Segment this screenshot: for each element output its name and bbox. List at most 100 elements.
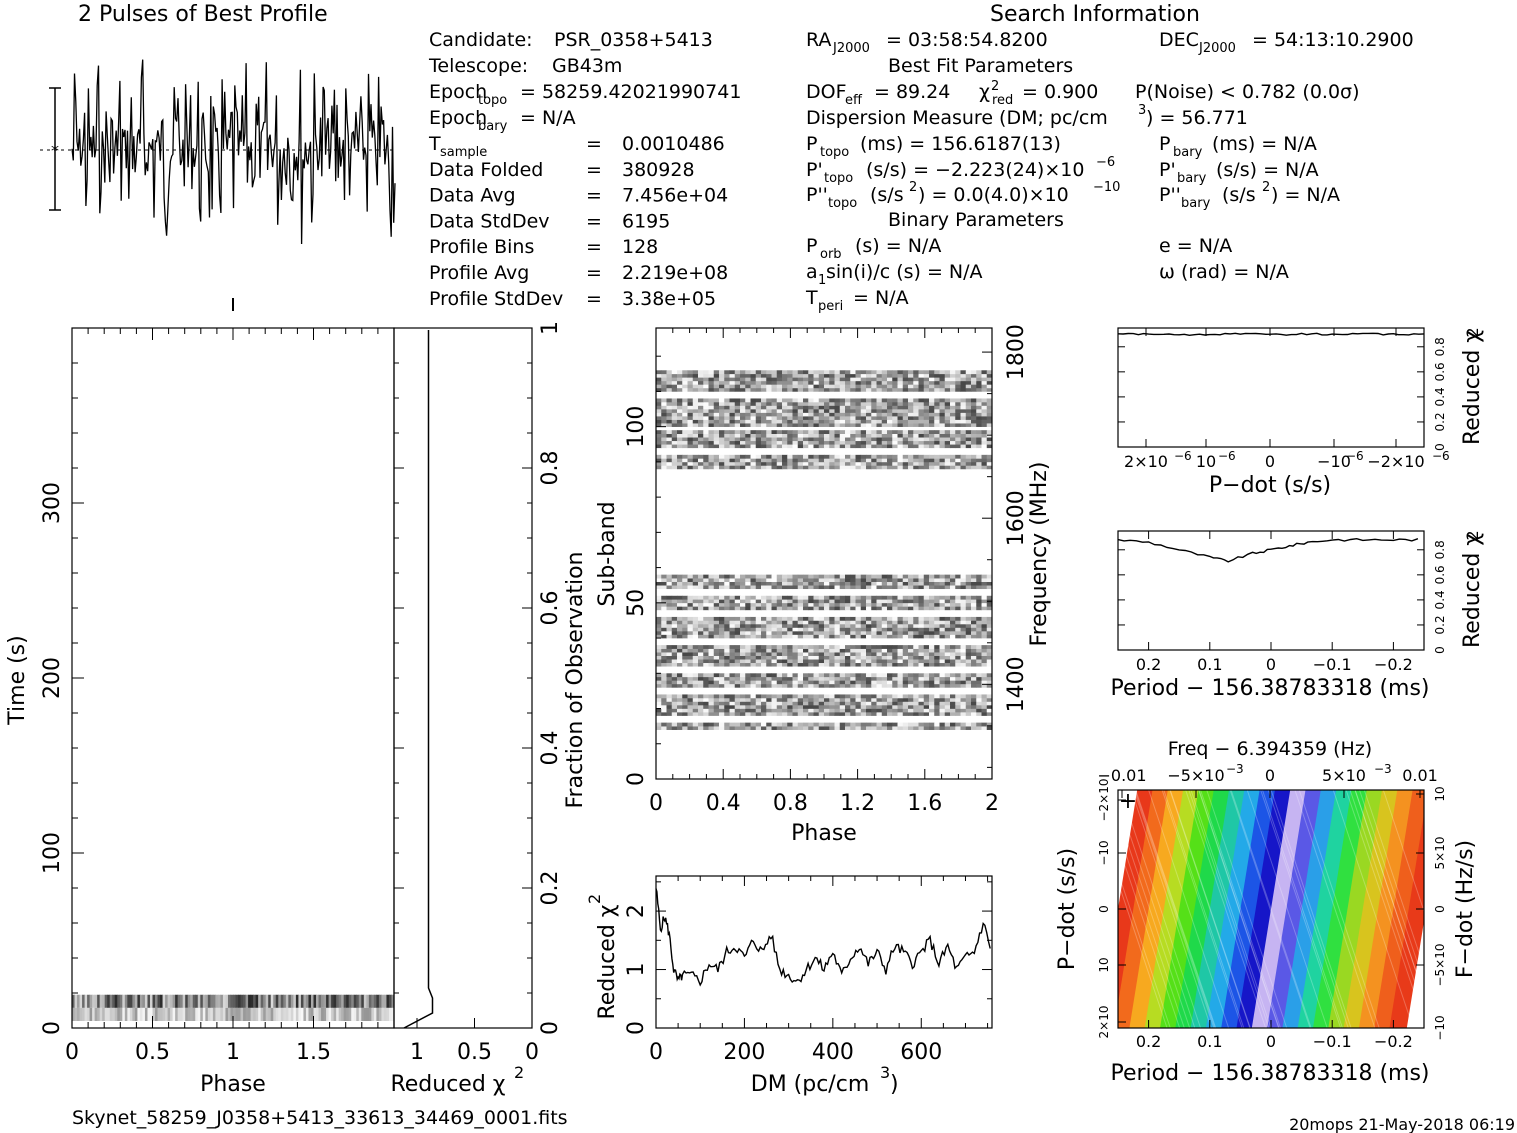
subband-cell [719, 405, 725, 410]
subband-cell [955, 412, 961, 417]
subband-cell [908, 454, 914, 459]
subband-cell [808, 648, 814, 653]
subband-cell [934, 645, 940, 649]
subband-cell [923, 659, 930, 664]
subband-cell [850, 673, 856, 678]
subband-cell [918, 437, 925, 442]
map-streak [1198, 790, 1280, 1028]
subband-cell [902, 405, 909, 410]
subband-cell [666, 631, 673, 635]
subband-cell [808, 585, 814, 590]
subband-cell [850, 458, 856, 463]
subband-cell [745, 623, 751, 628]
subband-cell [860, 578, 867, 582]
subband-cell [677, 444, 683, 449]
subband-cell [845, 623, 851, 628]
subband-cell [934, 419, 940, 424]
subband-cell [750, 616, 757, 621]
subband-cell [944, 409, 951, 413]
subband-cell [745, 659, 751, 664]
subband-cell [887, 676, 893, 681]
subband-cell [750, 645, 757, 649]
subband-cell [902, 697, 909, 702]
subband-cell [661, 412, 667, 417]
subband-cell [939, 623, 946, 628]
subband-cell [671, 683, 678, 688]
subband-cell [902, 578, 909, 582]
subband-cell [661, 620, 667, 625]
subband-cell [881, 398, 888, 403]
subband-cell [913, 419, 919, 424]
subband-cell [818, 409, 825, 413]
subband-cell [797, 631, 804, 635]
subband-cell [824, 380, 830, 385]
time-phase-cell [343, 994, 347, 1008]
time-phase-cell [290, 994, 294, 1008]
subband-cell [871, 458, 877, 463]
subband-cell [965, 708, 972, 713]
subband-cell [661, 373, 667, 378]
subband-cell [818, 405, 825, 410]
subband-cell [813, 662, 820, 667]
subband-cell [719, 712, 725, 716]
map-streak [1169, 790, 1251, 1028]
subband-cell [787, 623, 793, 628]
subband-cell [929, 712, 935, 716]
subband-cell [960, 680, 967, 685]
x-tick-label: 10 [1196, 452, 1216, 471]
subband-cell [729, 648, 736, 653]
subband-cell [971, 631, 977, 635]
subband-cell [918, 416, 925, 420]
subband-cell [750, 574, 757, 579]
subband-cell [656, 444, 662, 449]
subband-cell [986, 659, 993, 664]
subband-cell [719, 627, 725, 632]
subband-cell [766, 701, 772, 706]
subband-cell [923, 419, 930, 424]
subband-cell [740, 585, 746, 590]
pdtopo-value: (s/s) = −2.223(24)×10 [866, 159, 1084, 181]
subband-cell [787, 627, 793, 632]
time-phase-cell [220, 994, 224, 1008]
time-phase-cell [293, 994, 297, 1008]
subband-cell [755, 722, 762, 727]
subband-cell [950, 416, 956, 420]
subband-cell [965, 652, 972, 656]
subband-cell [803, 631, 809, 635]
subband-cell [713, 458, 720, 463]
x-tick-label: −0.1 [1313, 655, 1352, 674]
subband-cell [955, 437, 961, 442]
subband-cell [955, 648, 961, 653]
subband-cell [740, 574, 746, 579]
subband-cell [698, 712, 704, 716]
subband-cell [661, 631, 667, 635]
x-tick-label: 0 [1266, 1032, 1276, 1051]
subband-cell [934, 620, 940, 625]
subband-cell [803, 574, 809, 579]
time-phase-cell [132, 994, 136, 1008]
subband-cell [834, 409, 841, 413]
subband-cell [944, 606, 951, 611]
subband-cell [782, 454, 788, 459]
subband-cell [755, 412, 762, 417]
subband-cell [913, 465, 919, 470]
subband-cell [855, 370, 862, 375]
time-phase-cell [235, 994, 239, 1008]
time-phase-cell [117, 994, 121, 1008]
subband-cell [913, 645, 919, 649]
subband-cell [887, 409, 893, 413]
subband-cell [656, 726, 662, 730]
subband-cell [740, 433, 746, 438]
subband-cell [986, 405, 993, 410]
subband-cell [666, 701, 673, 706]
subband-cell [750, 433, 757, 438]
time-phase-cell [79, 1007, 83, 1021]
subband-cell [897, 384, 904, 389]
subband-cell [850, 412, 856, 417]
left-tick-label: 10 [1097, 957, 1111, 972]
subband-cell [839, 620, 846, 625]
subband-cell [918, 370, 925, 375]
subband-cell [881, 595, 888, 600]
time-phase-cell [288, 1007, 292, 1021]
subband-cell [829, 627, 835, 632]
